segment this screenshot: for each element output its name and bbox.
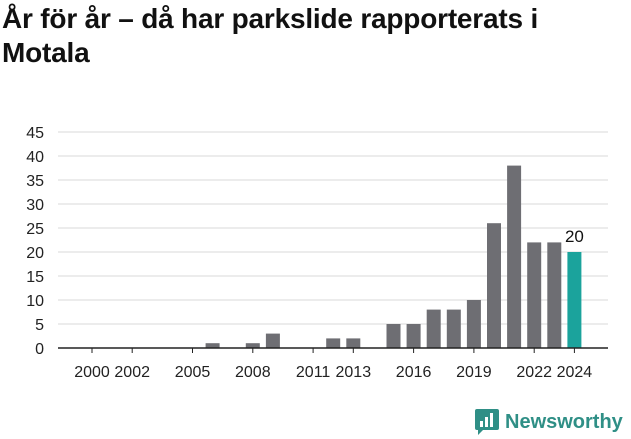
y-tick-label: 30 [26,197,44,214]
x-tick-label: 2013 [336,364,372,381]
bar [326,338,341,348]
x-tick-label: 2019 [456,364,492,381]
x-tick-label: 2016 [396,364,432,381]
y-tick-label: 0 [35,341,44,358]
bar [547,242,562,348]
x-tick-label: 2011 [296,364,331,381]
y-tick-label: 45 [26,125,44,142]
y-tick-label: 5 [35,317,44,334]
bar [507,165,522,348]
bar-highlight [567,252,582,348]
x-tick-label: 2022 [516,364,552,381]
bar [386,324,401,348]
bar [265,333,280,348]
chart-title: År för år – då har parkslide rapporterat… [2,3,539,68]
newsworthy-logo-icon [475,409,499,435]
newsworthy-logo-text: Newsworthy [505,410,623,433]
y-tick-label: 25 [26,221,44,238]
x-tick-label: 2000 [74,364,110,381]
x-tick-label: 2002 [114,364,150,381]
y-tick-label: 10 [26,293,44,310]
x-tick-label: 2024 [557,364,593,381]
bar [487,223,501,348]
y-tick-label: 40 [26,149,44,166]
data-label: 20 [565,227,584,246]
bar [245,343,260,348]
bar [446,309,461,348]
y-tick-label: 15 [26,269,44,286]
bar [205,343,220,348]
x-tick-label: 2005 [175,364,211,381]
bar [426,309,441,348]
bar [527,242,542,348]
y-tick-label: 35 [26,173,44,190]
x-tick-label: 2008 [235,364,271,381]
y-tick-label: 20 [26,245,44,262]
bar [466,300,481,348]
bar [346,338,361,348]
newsworthy-logo: Newsworthy [474,407,623,437]
bar [406,324,421,348]
